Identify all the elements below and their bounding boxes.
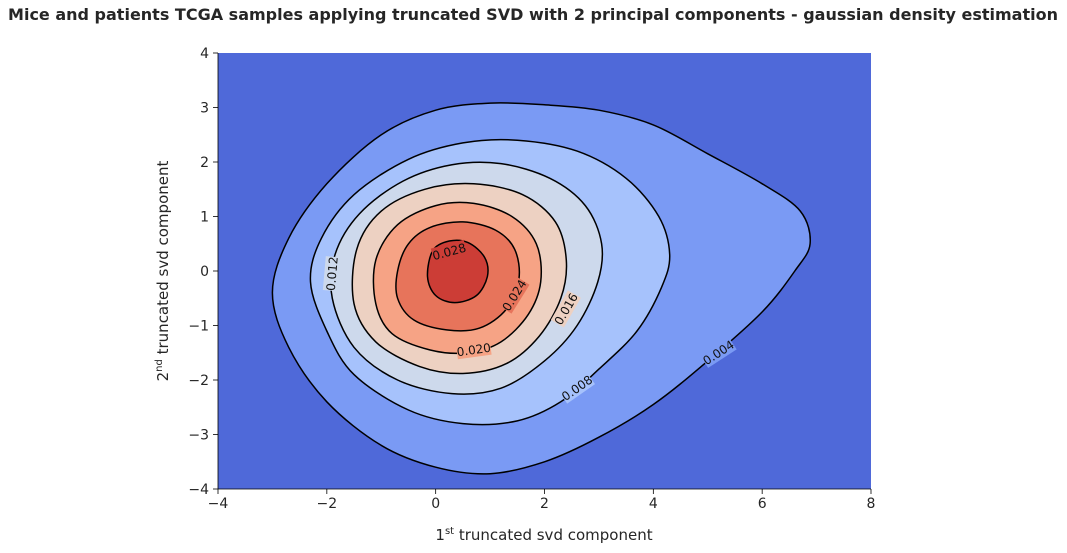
contour-line-0.012 xyxy=(329,161,604,395)
contour-label-bg xyxy=(430,239,468,264)
y-axis-label: 2nd truncated svd component xyxy=(154,161,172,382)
contour-label-bg xyxy=(455,339,492,360)
contour-label-bg xyxy=(550,290,581,328)
contour-label-group-0.020: 0.020 xyxy=(455,339,492,360)
x-tick-label: 2 xyxy=(540,496,549,512)
contour-lines xyxy=(271,102,812,475)
y-tick-label: −4 xyxy=(188,482,209,498)
y-tick-label: −2 xyxy=(188,373,209,389)
y-tick-label: −1 xyxy=(188,319,209,335)
x-axis-label: 1st truncated svd component xyxy=(435,526,652,544)
y-tick-label: 0 xyxy=(200,264,209,280)
contour-label-group-0.012: 0.012 xyxy=(322,256,341,292)
contour-line-0.020 xyxy=(372,201,543,355)
contour-line-0.028 xyxy=(426,239,489,304)
contour-label-bg xyxy=(322,256,341,292)
contour-label: 0.020 xyxy=(456,341,492,360)
y-tick-label: 1 xyxy=(200,210,209,226)
x-tick-label: −2 xyxy=(317,496,338,512)
contour-label-bg xyxy=(498,276,530,314)
contour-label: 0.012 xyxy=(324,256,341,291)
y-tick-label: 4 xyxy=(200,46,209,62)
x-ticks: −4 −2 0 2 4 6 8 xyxy=(208,489,876,512)
x-tick-label: 0 xyxy=(431,496,440,512)
x-tick-label: −4 xyxy=(208,496,229,512)
contour-line-0.016 xyxy=(351,182,568,375)
y-tick-label: 2 xyxy=(200,155,209,171)
contour-line-0.004 xyxy=(271,102,812,475)
y-ticks: −4 −3 −2 −1 0 1 2 3 4 xyxy=(188,46,218,498)
contour-label-bg xyxy=(699,336,737,368)
x-tick-label: 8 xyxy=(867,496,876,512)
contour-line-0.024 xyxy=(395,221,521,332)
chart-title: Mice and patients TCGA samples applying … xyxy=(8,5,1058,24)
contour-line-0.008 xyxy=(309,138,671,426)
x-tick-label: 4 xyxy=(649,496,658,512)
contour-label-bg xyxy=(558,371,596,404)
y-tick-label: 3 xyxy=(200,101,209,117)
y-tick-label: −3 xyxy=(188,428,209,444)
x-tick-label: 6 xyxy=(758,496,767,512)
